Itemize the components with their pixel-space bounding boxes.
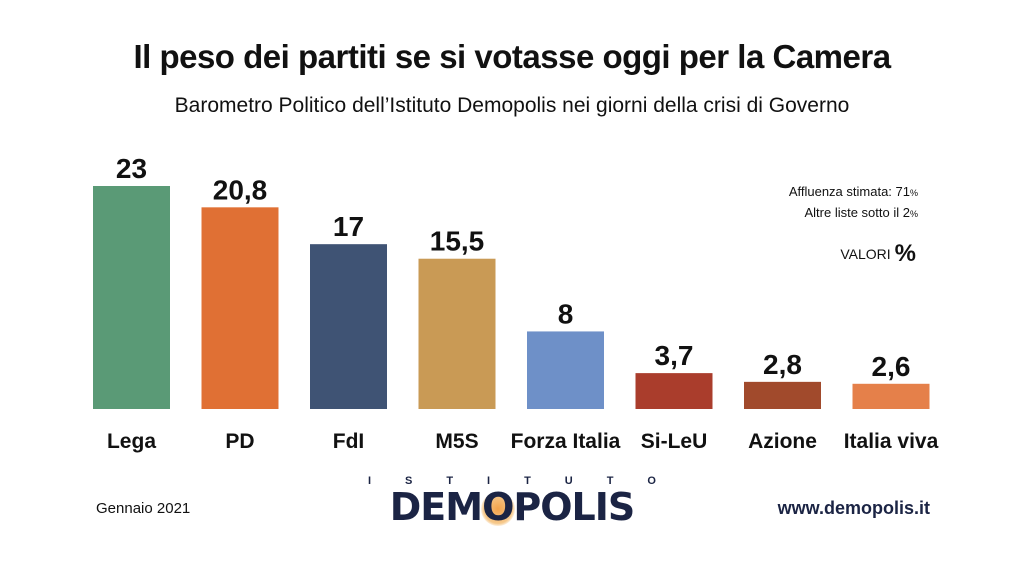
survey-date: Gennaio 2021 [96, 500, 191, 517]
category-label: PD [225, 430, 254, 453]
bar-azione [744, 381, 821, 409]
logo-letter: T [606, 475, 614, 487]
chart-title: Il peso dei partiti se si votasse oggi p… [133, 38, 891, 75]
bar-value-label: 17 [333, 211, 364, 242]
category-label: Forza Italia [511, 430, 621, 453]
logo-letter: I [368, 475, 372, 487]
demopolis-logo: I S T I T U T O DEMOPOLIS [362, 475, 662, 529]
bar-m5s [418, 258, 496, 409]
valori-note: VALORI% [840, 240, 916, 267]
bar-chart: 23 Lega 20,8 PD 17 FdI 15,5 M5S 8 Forza Italia 3,7… [93, 153, 939, 453]
website-link[interactable]: www.demopolis.it [777, 498, 930, 518]
category-label: FdI [333, 430, 365, 453]
logo-letter: S [405, 475, 413, 487]
bar-si-leu [635, 373, 713, 409]
logo-demopolis-text: DEMOPOLIS [389, 485, 636, 529]
category-label: Italia viva [844, 430, 939, 453]
logo-letter: O [647, 475, 656, 487]
altre-liste-note: Altre liste sotto il 2% [804, 205, 918, 220]
bar-value-label: 8 [558, 298, 574, 329]
category-label: Lega [107, 430, 156, 453]
bar-value-label: 2,6 [872, 351, 911, 382]
bar-value-label: 2,8 [763, 349, 802, 380]
logo-letter: I [487, 475, 491, 487]
logo-letter: T [524, 475, 531, 487]
category-label: M5S [435, 430, 478, 453]
bar-forza-italia [527, 331, 604, 409]
chart-subtitle: Barometro Politico dell’Istituto Demopol… [174, 94, 850, 117]
bar-value-label: 20,8 [213, 174, 268, 205]
category-label: Si-LeU [641, 430, 708, 453]
bar-value-label: 15,5 [430, 226, 485, 257]
bar-value-label: 3,7 [655, 340, 694, 371]
bar-lega [93, 186, 170, 409]
bar-fdi [310, 244, 387, 409]
bar-pd [201, 207, 279, 409]
logo-letter: U [564, 475, 573, 487]
logo-letter: T [446, 475, 454, 487]
bar-italia-viva [852, 383, 930, 409]
chart-notes: Affluenza stimata: 71% Altre liste sotto… [789, 182, 918, 224]
affluenza-note: Affluenza stimata: 71% [788, 184, 918, 199]
bar-value-label: 23 [116, 153, 147, 184]
category-label: Azione [748, 430, 817, 453]
